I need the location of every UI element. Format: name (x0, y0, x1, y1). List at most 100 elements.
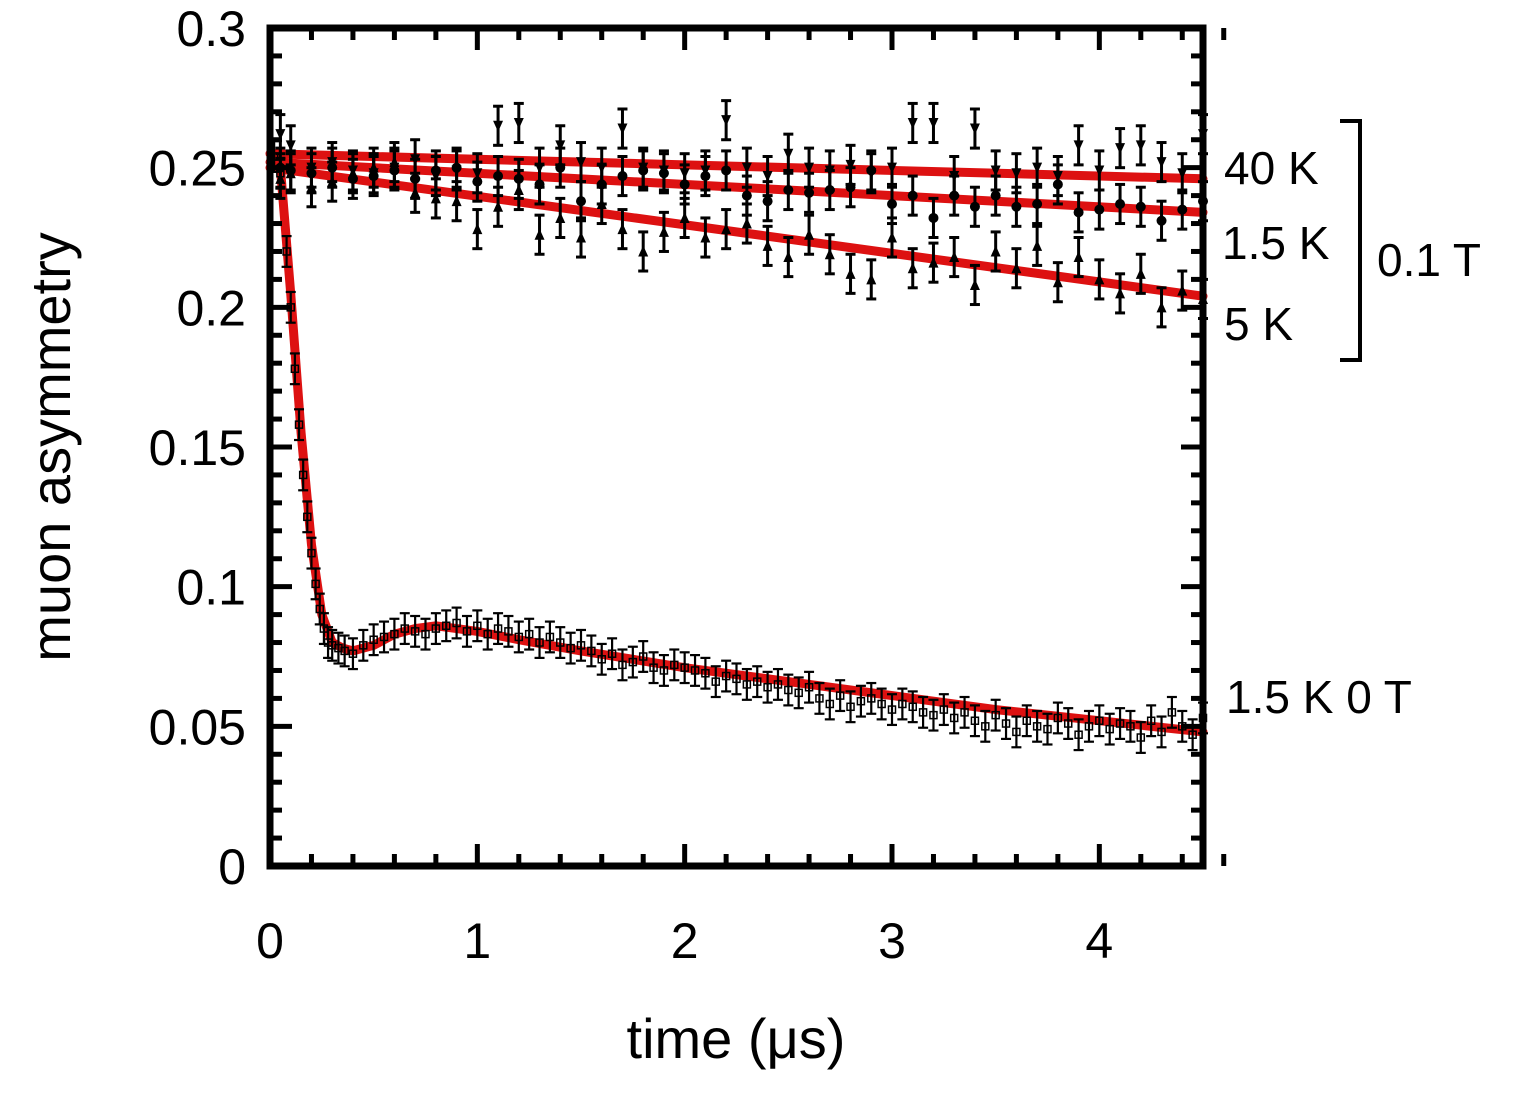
data-point-s4-6 (294, 408, 305, 442)
y-tick-label-0.3: 0.3 (176, 1, 246, 57)
x-axis-title: time (μs) (627, 1007, 846, 1070)
data-point-s4-57 (762, 670, 773, 704)
data-point-s1-12 (493, 104, 504, 147)
data-point-s4-39 (576, 628, 586, 662)
label-40k: 40 K (1224, 142, 1319, 194)
data-point-s3-31 (887, 216, 897, 259)
data-point-s3-19 (638, 230, 649, 273)
data-point-s1-45 (1177, 152, 1188, 195)
data-point-s4-85 (1052, 701, 1063, 735)
data-point-s2-25 (762, 180, 773, 223)
data-point-s3-35 (969, 263, 980, 307)
data-point-s4-60 (793, 676, 804, 710)
data-point-s2-26 (783, 168, 794, 212)
data-point-s3-2 (285, 152, 296, 195)
data-point-s3-20 (658, 210, 669, 253)
data-point-s4-3 (281, 235, 292, 268)
data-point-s3-8 (410, 171, 421, 214)
data-point-s3-14 (534, 213, 545, 256)
data-point-s3-21 (679, 196, 690, 239)
fit-curves (265, 149, 1208, 737)
data-point-s4-66 (855, 684, 866, 718)
data-point-s3-29 (845, 252, 856, 295)
data-point-s3-23 (721, 208, 732, 251)
data-point-s3-7 (389, 141, 400, 184)
data-point-s4-88 (1083, 709, 1094, 743)
data-point-s4-55 (741, 667, 752, 701)
data-point-s1-13 (513, 101, 524, 145)
data-point-s4-75 (949, 701, 960, 735)
data-point-s4-78 (980, 709, 991, 743)
data-point-s4-27 (451, 606, 462, 640)
data-point-s4-21 (389, 617, 400, 651)
data-point-s4-53 (721, 659, 732, 693)
y-tick-label-0.2: 0.2 (176, 280, 246, 336)
data-point-s2-28 (824, 168, 835, 212)
data-point-s1-33 (928, 101, 939, 145)
data-point-s4-32 (503, 614, 514, 648)
data-point-s3-45 (1177, 269, 1188, 312)
data-point-s2-37 (1011, 185, 1022, 228)
data-point-s3-41 (1094, 258, 1105, 301)
data-point-s3-5 (347, 152, 358, 195)
data-point-s4-64 (835, 679, 846, 713)
data-point-s3-27 (804, 213, 815, 256)
data-points (269, 99, 1208, 754)
data-point-s4-49 (679, 651, 690, 685)
data-point-s4-73 (928, 698, 939, 732)
data-point-s4-67 (866, 681, 877, 715)
data-point-s4-35 (534, 626, 545, 659)
data-point-s4-93 (1135, 721, 1146, 754)
data-point-s3-38 (1032, 224, 1043, 267)
data-point-s4-22 (399, 612, 410, 646)
data-point-s3-10 (451, 180, 462, 223)
data-point-s2-23 (721, 149, 732, 192)
data-point-s4-23 (410, 614, 421, 648)
data-point-s4-24 (420, 617, 431, 651)
data-point-s4-76 (959, 695, 970, 729)
data-point-s4-87 (1073, 718, 1084, 752)
data-point-s4-8 (302, 500, 313, 534)
tick-labels: 0 1 2 3 4 0 0.05 0.1 0.15 0.2 0.25 0.3 (149, 1, 1114, 969)
data-point-s4-25 (430, 612, 441, 646)
data-point-s3-13 (513, 168, 524, 212)
data-point-s4-91 (1115, 707, 1126, 741)
data-point-s4-43 (617, 648, 628, 682)
data-point-s2-33 (928, 196, 939, 239)
data-point-s2-20 (658, 152, 669, 195)
data-point-s4-59 (783, 673, 794, 707)
data-point-s1-41 (1094, 149, 1105, 192)
x-tick-label-1: 1 (463, 913, 491, 969)
data-point-s4-30 (482, 617, 493, 651)
data-point-s3-6 (368, 146, 379, 189)
data-point-s2-27 (804, 171, 815, 214)
y-tick-label-0: 0 (218, 839, 246, 895)
data-point-s4-92 (1125, 709, 1136, 743)
data-point-s3-33 (928, 241, 939, 284)
data-point-s3-11 (472, 208, 483, 251)
data-point-s1-43 (1135, 124, 1146, 167)
data-point-s3-43 (1135, 252, 1146, 295)
label-zero-field: 1.5 K 0 T (1226, 671, 1412, 723)
data-point-s4-80 (1001, 707, 1012, 741)
fit-curve-1 (265, 149, 1208, 184)
data-point-s3-16 (576, 216, 586, 259)
data-point-s1-23 (721, 99, 732, 142)
data-point-s4-72 (918, 695, 929, 729)
data-point-s4-33 (513, 620, 524, 654)
data-point-s1-40 (1073, 124, 1084, 167)
data-point-s4-54 (731, 662, 742, 696)
data-point-s3-36 (990, 230, 1001, 273)
data-point-s2-42 (1115, 182, 1126, 226)
y-tick-label-0.25: 0.25 (149, 141, 246, 197)
data-point-s4-89 (1094, 704, 1105, 738)
field-bracket (1340, 119, 1362, 362)
data-point-s2-15 (555, 146, 566, 189)
data-point-s3-24 (741, 202, 752, 245)
fit-curve-3 (265, 163, 1208, 301)
y-tick-label-0.05: 0.05 (149, 699, 246, 755)
data-point-s4-17 (347, 637, 358, 671)
data-point-s4-63 (824, 687, 835, 721)
data-point-s2-18 (617, 154, 628, 198)
data-point-s2-45 (1177, 188, 1188, 231)
